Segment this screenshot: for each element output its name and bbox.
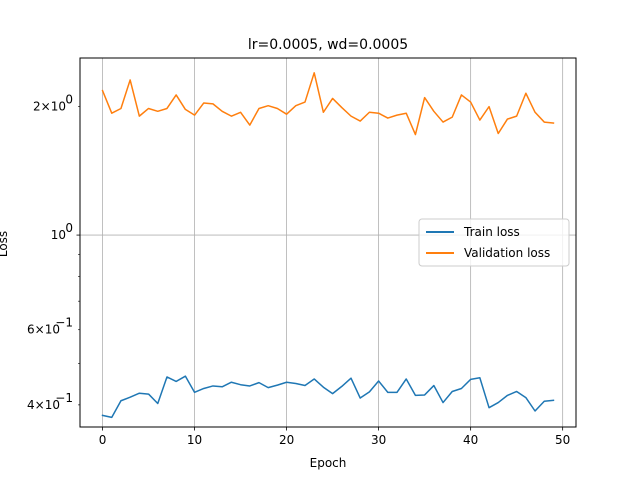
y-tick-label-exponent: 0 xyxy=(65,221,73,235)
y-tick-label: 2×10 xyxy=(33,100,66,114)
y-axis: 10 02×10 06×10−14×10−1 xyxy=(27,93,80,412)
plot-frame xyxy=(79,57,577,428)
x-tick-label: 10 xyxy=(187,433,202,447)
chart-title: lr=0.0005, wd=0.0005 xyxy=(248,37,408,53)
x-tick-label: 40 xyxy=(463,433,478,447)
x-tick-label: 30 xyxy=(371,433,386,447)
y-tick-label-exponent: −1 xyxy=(55,391,73,405)
x-axis-label: Epoch xyxy=(310,456,347,470)
x-tick-label: 20 xyxy=(279,433,294,447)
y-tick-label-exponent: −1 xyxy=(55,316,73,330)
y-tick-label-exponent: 0 xyxy=(65,93,73,107)
validation-loss-line xyxy=(101,72,555,136)
legend-label-train: Train loss xyxy=(463,225,520,239)
y-tick-label: 6×10 xyxy=(27,323,60,337)
y-axis-label: Loss xyxy=(0,231,10,257)
legend-label-validation: Validation loss xyxy=(464,246,550,260)
plot-lines xyxy=(101,72,555,419)
x-tick-label: 50 xyxy=(555,433,570,447)
x-tick-label: 0 xyxy=(99,433,107,447)
legend: Train loss Validation loss xyxy=(418,218,570,267)
x-axis: 0 10 20 30 40 50 xyxy=(99,427,570,447)
y-tick-label: 10 xyxy=(51,228,66,242)
legend-box xyxy=(418,218,570,267)
train-loss-line xyxy=(101,375,555,419)
y-tick-label: 4×10 xyxy=(27,398,60,412)
